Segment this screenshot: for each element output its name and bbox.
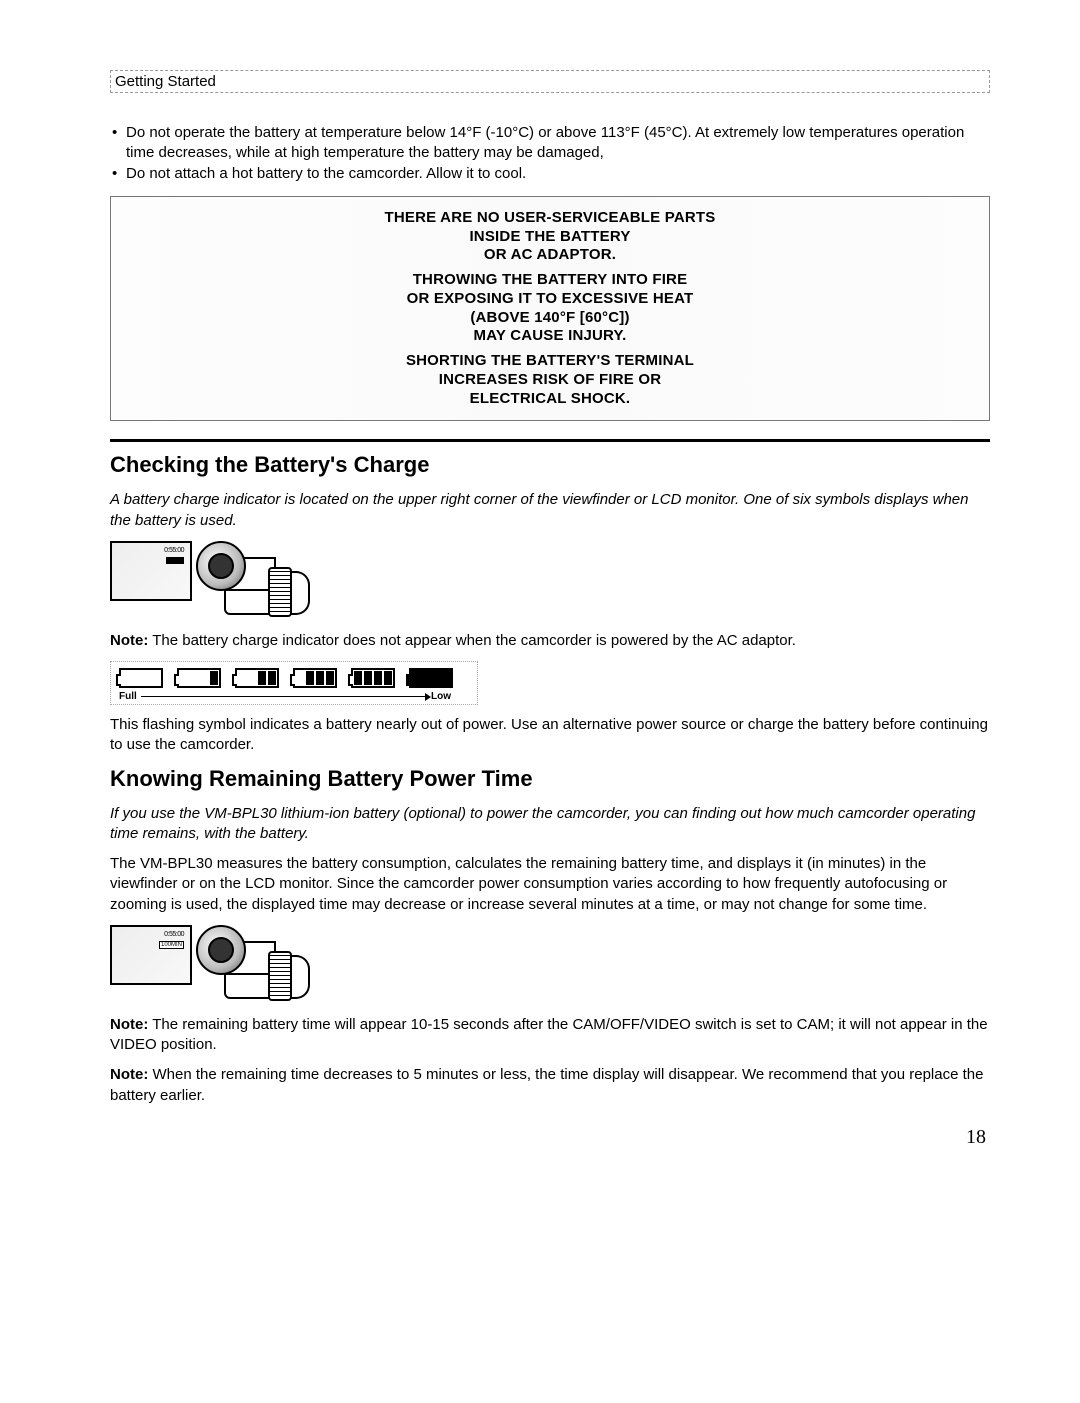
lcd-screen: 0:55:00: [110, 541, 192, 601]
note-text: The remaining battery time will appear 1…: [110, 1016, 988, 1053]
battery-strip-labels: Full Low: [119, 691, 451, 702]
lcd-battery-icon: [166, 557, 184, 564]
warning-group-fire: THROWING THE BATTERY INTO FIRE OR EXPOSI…: [119, 271, 981, 346]
warning-line: (ABOVE 140°F [60°C]): [119, 309, 981, 328]
note-label: Note:: [110, 632, 148, 649]
warning-line: INSIDE THE BATTERY: [119, 228, 981, 247]
warning-group-parts: THERE ARE NO USER-SERVICEABLE PARTS INSI…: [119, 209, 981, 265]
battery-icon-3bar: [293, 668, 337, 688]
battery-icon-1bar: [177, 668, 221, 688]
remaining-note-2: Note: When the remaining time decreases …: [110, 1065, 990, 1106]
label-low: Low: [431, 691, 451, 702]
camcorder-figure-remaining: 0:55:00 100MIN: [110, 925, 990, 1005]
warning-line: OR EXPOSING IT TO EXCESSIVE HEAT: [119, 290, 981, 309]
heading-checking-charge: Checking the Battery's Charge: [110, 452, 990, 478]
warning-line: OR AC ADAPTOR.: [119, 246, 981, 265]
camcorder-icon: [196, 925, 316, 1005]
manual-page: Getting Started Do not operate the batte…: [0, 0, 1080, 1179]
remaining-note-1: Note: The remaining battery time will ap…: [110, 1015, 990, 1056]
warning-line: SHORTING THE BATTERY'S TERMINAL: [119, 352, 981, 371]
section-header: Getting Started: [110, 70, 990, 93]
charge-note-1: Note: The battery charge indicator does …: [110, 631, 990, 651]
warning-line: INCREASES RISK OF FIRE OR: [119, 371, 981, 390]
battery-icon-empty: [119, 668, 163, 688]
lcd-minutes-indicator: 100MIN: [159, 941, 184, 949]
heading-remaining-power: Knowing Remaining Battery Power Time: [110, 766, 990, 792]
warning-line: THROWING THE BATTERY INTO FIRE: [119, 271, 981, 290]
warning-group-shorting: SHORTING THE BATTERY'S TERMINAL INCREASE…: [119, 352, 981, 408]
lcd-screen: 0:55:00 100MIN: [110, 925, 192, 985]
strip-arrow-line: [141, 696, 427, 697]
lcd-time-indicator: 0:55:00: [164, 547, 184, 554]
bullet-hot-battery: Do not attach a hot battery to the camco…: [110, 164, 990, 184]
section-title: Getting Started: [115, 73, 216, 90]
lcd-time-indicator: 0:55:00: [164, 931, 184, 938]
battery-level-strip: Full Low: [110, 661, 478, 705]
note-label: Note:: [110, 1016, 148, 1033]
note-text: The battery charge indicator does not ap…: [148, 632, 796, 649]
warning-line: THERE ARE NO USER-SERVICEABLE PARTS: [119, 209, 981, 228]
battery-row: [119, 668, 469, 688]
warning-line: ELECTRICAL SHOCK.: [119, 390, 981, 409]
intro-bullets: Do not operate the battery at temperatur…: [110, 123, 990, 184]
camcorder-figure-charge: 0:55:00: [110, 541, 990, 621]
bullet-temp-range: Do not operate the battery at temperatur…: [110, 123, 990, 164]
note-label: Note:: [110, 1066, 148, 1083]
remaining-intro: If you use the VM-BPL30 lithium-ion batt…: [110, 804, 990, 845]
label-full: Full: [119, 691, 137, 702]
warning-line: MAY CAUSE INJURY.: [119, 327, 981, 346]
battery-icon-flashing: [409, 668, 453, 688]
charge-intro: A battery charge indicator is located on…: [110, 490, 990, 531]
remaining-para: The VM-BPL30 measures the battery consum…: [110, 854, 990, 915]
note-text: When the remaining time decreases to 5 m…: [110, 1066, 983, 1103]
battery-icon-2bar: [235, 668, 279, 688]
flashing-symbol-text: This flashing symbol indicates a battery…: [110, 715, 990, 756]
section-divider: [110, 439, 990, 442]
warning-box: THERE ARE NO USER-SERVICEABLE PARTS INSI…: [110, 196, 990, 422]
camcorder-icon: [196, 541, 316, 621]
battery-icon-full: [351, 668, 395, 688]
page-number: 18: [110, 1126, 990, 1149]
